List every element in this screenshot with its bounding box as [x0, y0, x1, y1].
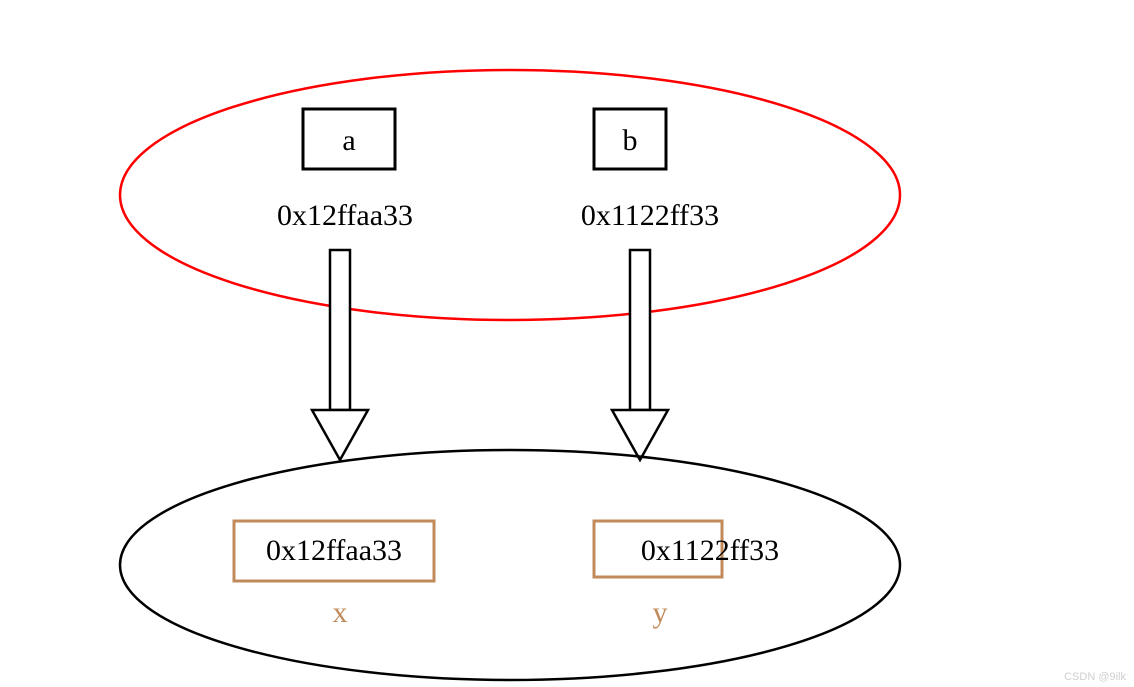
watermark: CSDN @9ilk: [1064, 671, 1126, 683]
box-a-label: a: [342, 124, 355, 157]
box-y-label: y: [653, 596, 668, 629]
top-ellipse: [120, 70, 900, 320]
addr-b: 0x1122ff33: [581, 199, 719, 232]
box-y-value: 0x1122ff33: [641, 534, 779, 567]
addr-a: 0x12ffaa33: [277, 199, 413, 232]
box-x-label: x: [333, 596, 348, 629]
arrow-right: [612, 250, 668, 460]
box-b-label: b: [623, 124, 638, 157]
arrow-right-head: [612, 410, 668, 460]
arrow-left: [312, 250, 368, 460]
bottom-ellipse: [120, 450, 900, 680]
box-x-value: 0x12ffaa33: [266, 534, 402, 567]
arrow-right-tail: [630, 250, 650, 410]
arrow-left-tail: [330, 250, 350, 410]
arrow-left-head: [312, 410, 368, 460]
